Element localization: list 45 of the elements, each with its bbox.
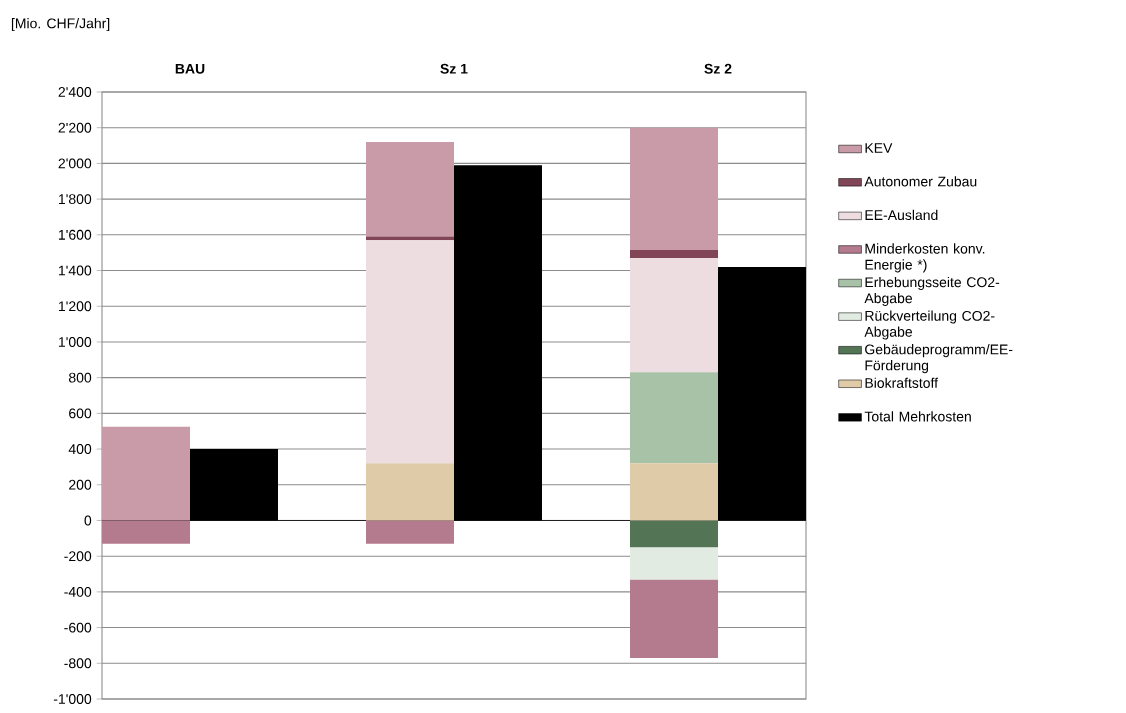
bar [630, 249, 718, 259]
legend-label: Gebäudeprogramm/EE-Förderung [865, 344, 1013, 374]
bar [630, 258, 718, 373]
y-tick-label: 200 [69, 479, 92, 490]
legend-label: Autonomer Zubau [864, 176, 977, 187]
y-tick-label: 400 [68, 444, 92, 455]
y-tick-label: -400 [64, 586, 92, 597]
y-tick-label: 1'400 [58, 265, 92, 276]
y-tick-label: 2'000 [58, 158, 92, 169]
x-tick-label: BAU [175, 63, 205, 74]
bar [366, 240, 454, 464]
bar [630, 520, 718, 548]
bar [630, 127, 718, 250]
y-tick-label: 1'800 [58, 194, 92, 205]
legend-label: Erhebungsseite CO2-Abgabe [864, 276, 1000, 306]
y-tick-label: -200 [64, 551, 92, 562]
x-tick-label: Sz 2 [704, 63, 732, 74]
bar [630, 463, 718, 521]
bar [630, 372, 718, 464]
bar [366, 463, 454, 521]
legend-label: Biokraftstoff [865, 377, 939, 388]
y-tick-label: 600 [69, 408, 92, 419]
bar [102, 426, 190, 521]
legend-label: Total Mehrkosten [864, 411, 971, 422]
y-tick-label: 1'200 [58, 301, 92, 312]
x-tick-label: Sz 1 [440, 63, 468, 74]
bar [366, 141, 454, 237]
y-tick-label: -600 [64, 622, 92, 633]
y-tick-label: 2'400 [58, 87, 92, 97]
y-tick-label: 2'200 [58, 122, 92, 133]
bar [366, 520, 454, 544]
bar [630, 547, 718, 580]
legend-label: KEV [865, 143, 893, 153]
y-tick-label: 800 [68, 372, 92, 383]
y-tick-label: -800 [64, 658, 92, 669]
legend-label: Rückverteilung CO2-Abgabe [864, 310, 995, 340]
y-tick-label: -1'000 [53, 694, 92, 704]
bar [630, 579, 718, 658]
legend-label: EE-Ausland [865, 209, 938, 221]
y-tick-label: 1'000 [58, 336, 92, 347]
bar [102, 520, 190, 544]
legend-label: Minderkosten konv. Energie *) [865, 243, 985, 273]
y-axis-title: [Mio. CHF/Jahr] [11, 18, 110, 32]
y-tick-label: 1'600 [58, 229, 92, 240]
y-tick-label: 0 [84, 515, 92, 526]
